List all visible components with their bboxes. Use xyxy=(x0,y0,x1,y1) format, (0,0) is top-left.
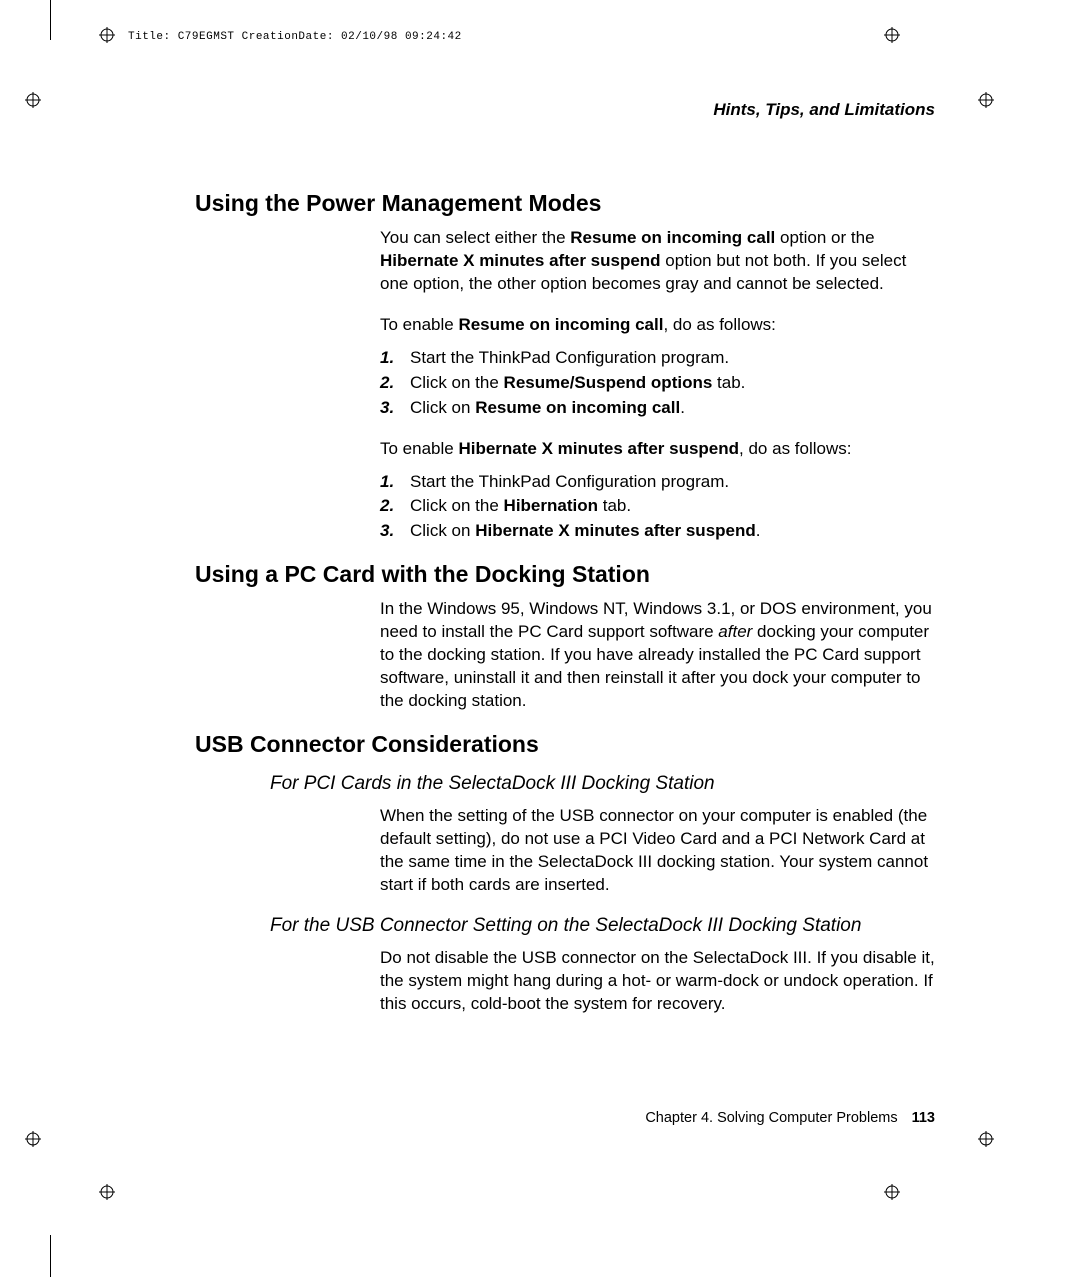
step-list: 1.Start the ThinkPad Configuration progr… xyxy=(400,347,935,420)
subsection-heading: For PCI Cards in the SelectaDock III Doc… xyxy=(270,772,935,797)
step-number: 1. xyxy=(380,471,394,494)
body-text: Do not disable the USB connector on the … xyxy=(380,947,935,1016)
step-number: 2. xyxy=(380,495,394,518)
step-text: Start the ThinkPad Configuration program… xyxy=(410,348,729,367)
bold-text: Hibernate X minutes after suspend xyxy=(458,439,739,458)
bold-text: Resume/Suspend options xyxy=(504,373,713,392)
step-number: 1. xyxy=(380,347,394,370)
running-head: Hints, Tips, and Limitations xyxy=(195,100,935,120)
crop-mark-icon xyxy=(25,92,41,108)
step-text: Click on xyxy=(410,398,475,417)
step-list: 1.Start the ThinkPad Configuration progr… xyxy=(400,471,935,544)
step-number: 3. xyxy=(380,520,394,543)
text: , do as follows: xyxy=(663,315,775,334)
bold-text: Resume on incoming call xyxy=(458,315,663,334)
page-number: 113 xyxy=(912,1110,935,1126)
crop-mark-icon xyxy=(25,1131,41,1147)
text: To enable xyxy=(380,439,458,458)
trim-line xyxy=(50,1235,51,1277)
step-text: Start the ThinkPad Configuration program… xyxy=(410,472,729,491)
step-text: Click on the xyxy=(410,373,504,392)
text: To enable xyxy=(380,315,458,334)
crop-mark-icon xyxy=(978,92,994,108)
trim-line xyxy=(50,0,51,40)
crop-mark-icon xyxy=(99,1184,115,1200)
italic-text: after xyxy=(718,622,752,641)
step-number: 3. xyxy=(380,397,394,420)
crop-mark-icon xyxy=(884,1184,900,1200)
step-text: . xyxy=(680,398,685,417)
text: Do not disable the USB connector on the … xyxy=(380,947,935,1016)
crop-mark-icon xyxy=(884,27,900,43)
step-text: tab. xyxy=(712,373,745,392)
body-text: You can select either the Resume on inco… xyxy=(380,227,935,543)
step-text: . xyxy=(756,521,761,540)
text: option or the xyxy=(775,228,874,247)
bold-text: Hibernate X minutes after suspend xyxy=(380,251,661,270)
section-heading-power: Using the Power Management Modes xyxy=(195,190,935,217)
body-text: When the setting of the USB connector on… xyxy=(380,805,935,897)
bold-text: Hibernate X minutes after suspend xyxy=(475,521,756,540)
text: , do as follows: xyxy=(739,439,851,458)
text: You can select either the xyxy=(380,228,570,247)
footer-chapter: Chapter 4. Solving Computer Problems xyxy=(645,1110,897,1126)
step-number: 2. xyxy=(380,372,394,395)
text: When the setting of the USB connector on… xyxy=(380,805,935,897)
bold-text: Resume on incoming call xyxy=(475,398,680,417)
page-content: Hints, Tips, and Limitations Using the P… xyxy=(195,100,935,1034)
bold-text: Hibernation xyxy=(504,496,598,515)
step-text: Click on xyxy=(410,521,475,540)
body-text: In the Windows 95, Windows NT, Windows 3… xyxy=(380,598,935,713)
crop-mark-icon xyxy=(978,1131,994,1147)
subsection-heading: For the USB Connector Setting on the Sel… xyxy=(270,914,935,939)
crop-mark-icon xyxy=(99,27,115,43)
document-meta: Title: C79EGMST CreationDate: 02/10/98 0… xyxy=(128,31,462,43)
section-heading-usb: USB Connector Considerations xyxy=(195,731,935,758)
section-heading-pccard: Using a PC Card with the Docking Station xyxy=(195,561,935,588)
step-text: Click on the xyxy=(410,496,504,515)
bold-text: Resume on incoming call xyxy=(570,228,775,247)
step-text: tab. xyxy=(598,496,631,515)
